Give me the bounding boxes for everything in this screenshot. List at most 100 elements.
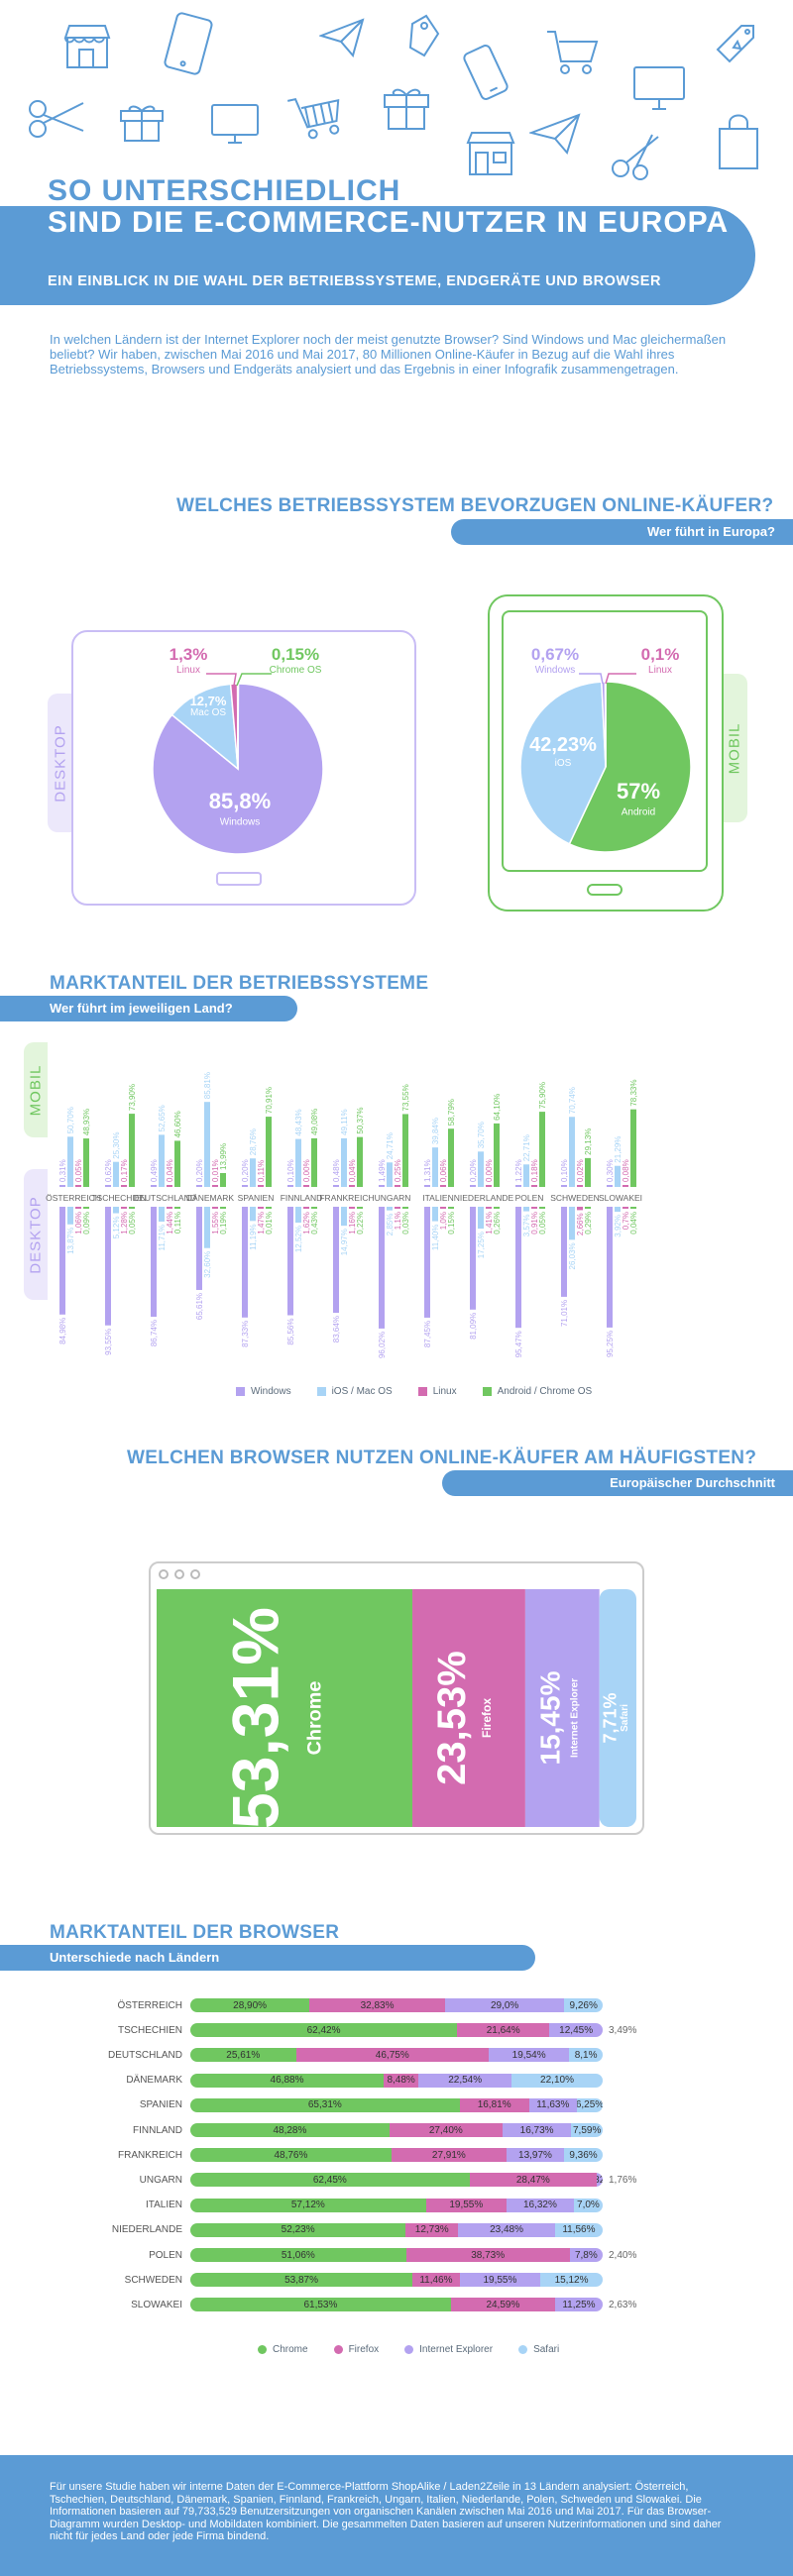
- os-mobile-bar: [287, 1185, 293, 1187]
- price-tag-icon-2: [716, 25, 754, 63]
- os-mobile-bar: [174, 1140, 180, 1187]
- os-mobile-value: 24,71%: [386, 1132, 395, 1159]
- browser-segment: 28,47%: [469, 2173, 598, 2188]
- monitor-icon: [211, 104, 259, 144]
- os-mobile-bar: [333, 1185, 339, 1187]
- os-desktop-bar: [258, 1207, 264, 1209]
- os-mobile-bar: [395, 1185, 400, 1187]
- os-desktop-value: 84,98%: [58, 1318, 67, 1344]
- os-desktop-value: 1,44%: [166, 1212, 174, 1234]
- os-mobile-bar: [470, 1185, 476, 1187]
- os-mobile-bar: [539, 1112, 545, 1187]
- browser-segment: 8,1%: [569, 2048, 603, 2063]
- browser-row-label: SPANIEN: [139, 2099, 182, 2111]
- os-desktop-bar: [121, 1207, 127, 1209]
- os-desktop-value: 3,92%: [614, 1215, 623, 1237]
- browser-segment: 15,12%: [540, 2273, 603, 2288]
- browser-segment: 62,42%: [190, 2023, 458, 2038]
- os-mobile-bar: [615, 1165, 621, 1187]
- os-mobile-value: 0,08%: [622, 1159, 630, 1182]
- os-mobile-value: 0,20%: [469, 1159, 478, 1182]
- os-country-label: SPANIEN: [238, 1193, 275, 1203]
- os-desktop-value: 5,12%: [112, 1217, 121, 1239]
- browser-segment: 27,91%: [391, 2148, 507, 2163]
- os-desktop-value: 65,61%: [195, 1293, 204, 1320]
- os-legend: Windows iOS / Mac OS Linux Android / Chr…: [236, 1386, 592, 1397]
- os-mobile-bar: [167, 1185, 172, 1187]
- pie-slice-chrome-os: [236, 683, 240, 770]
- os-desktop-bar: [402, 1207, 408, 1209]
- os-mobile-value: 0,05%: [74, 1159, 83, 1182]
- os-desktop-bar: [167, 1207, 172, 1209]
- browser-row-label: FINNLAND: [132, 2124, 182, 2136]
- pie-slice-label: Android: [622, 807, 655, 818]
- browser-safari-value: 2,40%: [609, 2249, 637, 2261]
- tablet-icon: [164, 12, 213, 75]
- os-mobile-bar: [250, 1158, 256, 1187]
- os-mobile-bar: [349, 1185, 355, 1187]
- pie-value-label: 12,7%: [190, 694, 227, 708]
- browser-row: TSCHECHIEN 62,42% 21,64% 12,45% 3,49%: [91, 2022, 636, 2038]
- browser-row: FINNLAND 48,28% 27,40% 16,73% 7,59%: [91, 2122, 603, 2138]
- os-desktop-bar: [105, 1207, 111, 1326]
- pie-slice-ios: [519, 681, 607, 845]
- browser-segment: 32,83%: [309, 1998, 445, 2012]
- browser-segment: 25,61%: [190, 2048, 296, 2063]
- os-desktop-value: 1,41%: [485, 1212, 494, 1234]
- os-mobile-value: 48,93%: [82, 1109, 91, 1135]
- os-desktop-bar: [569, 1207, 575, 1240]
- browser-row-bar: 51,06% 38,73% 7,8%: [190, 2248, 603, 2262]
- os-mobile-value: 73,55%: [401, 1084, 410, 1111]
- os-desktop-bar: [486, 1207, 492, 1209]
- os-desktop-value: 0,05%: [538, 1212, 547, 1234]
- os-mobile-bar: [295, 1138, 301, 1187]
- pie-value-label: 57%: [617, 779, 660, 804]
- os-country-chart: ÖSTERREICH 0,31% 50,70% 0,05% 48,93% 84,98% 13…: [46, 1072, 642, 1358]
- browser-segment: 16,73%: [502, 2123, 572, 2137]
- os-mobile-value: 70,74%: [568, 1087, 577, 1114]
- browser-segment: 19,55%: [425, 2198, 507, 2212]
- os-mobile-bar: [585, 1157, 591, 1187]
- os-mobile-bar: [448, 1128, 454, 1187]
- os-desktop-bar: [515, 1207, 521, 1329]
- browser-segment: 1,32%: [597, 2173, 603, 2188]
- browser-row-bar: 57,12% 19,55% 16,32% 7,0%: [190, 2198, 603, 2212]
- browser-row: SLOWAKEI 61,53% 24,59% 11,25% 2,63%: [91, 2297, 636, 2312]
- browser-segment: 13,97%: [506, 2148, 565, 2163]
- os-mobile-bar: [67, 1136, 73, 1187]
- os-desktop-bar: [523, 1207, 529, 1212]
- browser-row-label: UNGARN: [139, 2174, 182, 2186]
- os-mobile-value: 39,84%: [431, 1118, 440, 1144]
- os-desktop-value: 85,56%: [286, 1319, 295, 1345]
- browser-row-bar: 52,23% 12,73% 23,48% 11,56%: [190, 2222, 603, 2237]
- browser-row-bar: 65,31% 16,81% 11,63% 6,25%: [190, 2097, 603, 2112]
- os-desktop-value: 1,16%: [348, 1212, 357, 1234]
- os-mobile-value: 0,30%: [606, 1159, 615, 1182]
- os-mobile-bar: [129, 1114, 135, 1187]
- browser-market-heading: MARKTANTEIL DER BROWSER: [50, 1922, 340, 1943]
- os-desktop-value: 1,06%: [74, 1212, 83, 1234]
- desktop-monitor: [71, 630, 416, 906]
- os-desktop-bar: [585, 1207, 591, 1209]
- scissors-icon: [29, 100, 84, 138]
- browser-row: ITALIEN 57,12% 19,55% 16,32% 7,0%: [91, 2198, 603, 2213]
- os-desktop-bar: [295, 1207, 301, 1224]
- os-desktop-value: 1,28%: [120, 1212, 129, 1234]
- browser-safari-value: 1,76%: [609, 2174, 637, 2186]
- os-desktop-value: 11,40%: [431, 1225, 440, 1251]
- os-desktop-bar: [478, 1207, 484, 1230]
- os-desktop-value: 11,71%: [158, 1225, 167, 1251]
- browser-window-dots: [159, 1569, 200, 1579]
- os-mobile-bar: [220, 1173, 226, 1187]
- os-mobile-bar: [266, 1117, 272, 1187]
- browser-segment: 46,88%: [190, 2073, 385, 2088]
- browser-segment: 19,55%: [459, 2273, 541, 2288]
- os-desktop-bar: [113, 1207, 119, 1214]
- os-mobile-value: 0,20%: [195, 1159, 204, 1182]
- os-desktop-value: 26,03%: [568, 1242, 577, 1269]
- market-os-band: Wer führt im jeweiligen Land?: [0, 996, 297, 1021]
- os-mobile-value: 29,13%: [584, 1128, 593, 1155]
- pie-slice-windows: [152, 683, 324, 855]
- os-mobile-value: 0,10%: [286, 1159, 295, 1182]
- os-mobile-bar: [75, 1185, 81, 1187]
